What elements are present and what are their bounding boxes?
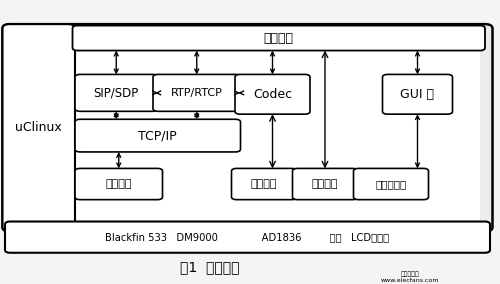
FancyBboxPatch shape — [75, 168, 162, 200]
Text: GUI 库: GUI 库 — [400, 88, 434, 101]
Text: RTP/RTCP: RTP/RTCP — [171, 88, 222, 98]
FancyBboxPatch shape — [382, 74, 452, 114]
FancyBboxPatch shape — [75, 74, 158, 111]
FancyBboxPatch shape — [2, 24, 492, 231]
Text: 电子发烧友
www.elecfans.com: 电子发烧友 www.elecfans.com — [381, 271, 440, 283]
Text: 网卡驱动: 网卡驱动 — [106, 179, 132, 189]
FancyBboxPatch shape — [75, 119, 240, 152]
FancyBboxPatch shape — [5, 222, 490, 253]
Text: 应用程序: 应用程序 — [264, 32, 294, 45]
FancyBboxPatch shape — [153, 74, 240, 111]
FancyBboxPatch shape — [354, 168, 428, 200]
Bar — [70, 30, 480, 226]
Text: 声卡驱动: 声卡驱动 — [251, 179, 277, 189]
FancyBboxPatch shape — [72, 26, 485, 51]
Text: 帧缓冲驱动: 帧缓冲驱动 — [376, 179, 406, 189]
Text: uClinux: uClinux — [16, 121, 62, 134]
FancyBboxPatch shape — [235, 74, 310, 114]
Text: SIP/SDP: SIP/SDP — [94, 86, 139, 99]
FancyBboxPatch shape — [292, 168, 358, 200]
Text: 图1  系统框图: 图1 系统框图 — [180, 260, 240, 275]
FancyBboxPatch shape — [2, 24, 75, 231]
Text: Codec: Codec — [253, 88, 292, 101]
Text: Blackfin 533   DM9000              AD1836         键盘   LCD显示屏: Blackfin 533 DM9000 AD1836 键盘 LCD显示屏 — [106, 232, 390, 242]
FancyBboxPatch shape — [232, 168, 296, 200]
Text: 键盘扫描: 键盘扫描 — [312, 179, 338, 189]
Text: TCP/IP: TCP/IP — [138, 129, 177, 142]
